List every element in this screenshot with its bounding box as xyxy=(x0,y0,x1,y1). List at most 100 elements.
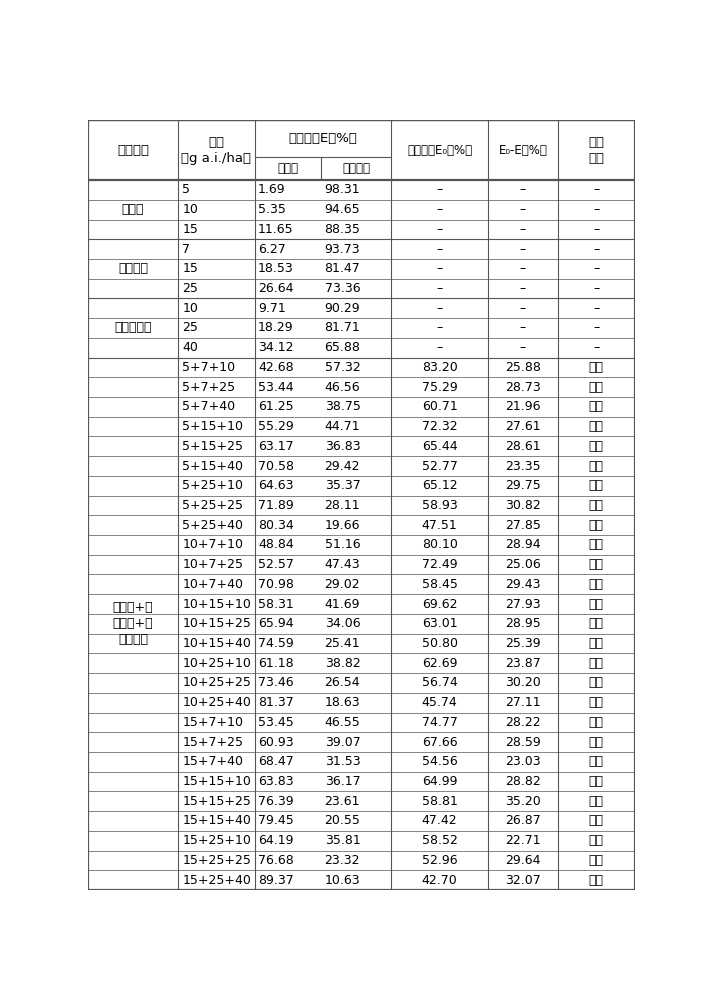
Text: 增效: 增效 xyxy=(589,637,603,650)
Text: 34.12: 34.12 xyxy=(258,341,293,354)
Text: 10+7+10: 10+7+10 xyxy=(183,538,243,551)
Text: 70.98: 70.98 xyxy=(258,578,294,591)
Text: 增效: 增效 xyxy=(589,874,603,887)
Text: –: – xyxy=(436,282,443,295)
Text: 52.96: 52.96 xyxy=(422,854,458,867)
Text: 58.52: 58.52 xyxy=(422,834,458,847)
Text: 5: 5 xyxy=(183,183,190,196)
Text: 增效: 增效 xyxy=(589,736,603,749)
Text: 5.35: 5.35 xyxy=(258,203,286,216)
Text: 39.07: 39.07 xyxy=(324,736,360,749)
Text: 60.71: 60.71 xyxy=(422,400,458,413)
Text: 75.29: 75.29 xyxy=(422,381,458,394)
Text: 嘧草醚: 嘧草醚 xyxy=(122,203,145,216)
Text: 29.02: 29.02 xyxy=(324,578,360,591)
Text: 28.73: 28.73 xyxy=(505,381,541,394)
Text: 41.69: 41.69 xyxy=(324,598,360,611)
Text: 理论防效E₀（%）: 理论防效E₀（%） xyxy=(407,144,472,157)
Text: 34.06: 34.06 xyxy=(324,617,360,630)
Text: –: – xyxy=(593,203,599,216)
Text: 增效: 增效 xyxy=(589,676,603,689)
Text: 1.69: 1.69 xyxy=(258,183,286,196)
Text: 5+15+40: 5+15+40 xyxy=(183,460,243,473)
Text: 72.49: 72.49 xyxy=(422,558,458,571)
Text: 增效: 增效 xyxy=(589,617,603,630)
Text: 6.27: 6.27 xyxy=(258,243,286,256)
Text: 36.83: 36.83 xyxy=(324,440,360,453)
Text: –: – xyxy=(520,302,526,315)
Text: 增效: 增效 xyxy=(589,657,603,670)
Text: 26.54: 26.54 xyxy=(324,676,360,689)
Text: 28.22: 28.22 xyxy=(505,716,541,729)
Text: 10+25+10: 10+25+10 xyxy=(183,657,251,670)
Text: 26.64: 26.64 xyxy=(258,282,293,295)
Text: 27.85: 27.85 xyxy=(505,519,541,532)
Text: 药剂名称: 药剂名称 xyxy=(117,144,149,157)
Text: 61.18: 61.18 xyxy=(258,657,293,670)
Text: –: – xyxy=(520,262,526,275)
Text: 27.93: 27.93 xyxy=(505,598,541,611)
Text: 10+25+25: 10+25+25 xyxy=(183,676,251,689)
Text: 83.20: 83.20 xyxy=(422,361,458,374)
Text: 增效: 增效 xyxy=(589,479,603,492)
Text: 22.71: 22.71 xyxy=(505,834,541,847)
Text: 15+15+25: 15+15+25 xyxy=(183,795,251,808)
Text: 53.44: 53.44 xyxy=(258,381,293,394)
Text: 42.68: 42.68 xyxy=(258,361,293,374)
Text: 剂量
（g a.i./ha）: 剂量 （g a.i./ha） xyxy=(181,136,252,165)
Text: 增效: 增效 xyxy=(589,775,603,788)
Text: –: – xyxy=(520,223,526,236)
Text: 25: 25 xyxy=(183,321,198,334)
Text: 增效: 增效 xyxy=(589,381,603,394)
Text: 28.59: 28.59 xyxy=(505,736,541,749)
Text: 58.93: 58.93 xyxy=(422,499,458,512)
Text: 15: 15 xyxy=(183,262,198,275)
Text: 46.56: 46.56 xyxy=(324,381,360,394)
Text: –: – xyxy=(593,262,599,275)
Text: 18.53: 18.53 xyxy=(258,262,294,275)
Text: –: – xyxy=(593,321,599,334)
Text: 10+15+40: 10+15+40 xyxy=(183,637,251,650)
Text: 35.37: 35.37 xyxy=(324,479,360,492)
Text: 23.03: 23.03 xyxy=(505,755,541,768)
Text: 80.10: 80.10 xyxy=(422,538,458,551)
Text: –: – xyxy=(520,243,526,256)
Text: 28.82: 28.82 xyxy=(505,775,541,788)
Text: 28.11: 28.11 xyxy=(324,499,360,512)
Text: 47.43: 47.43 xyxy=(324,558,360,571)
Text: 52.57: 52.57 xyxy=(258,558,294,571)
Text: 5+7+25: 5+7+25 xyxy=(183,381,235,394)
Text: 15+15+40: 15+15+40 xyxy=(183,814,251,827)
Text: 30.20: 30.20 xyxy=(505,676,541,689)
Text: 10: 10 xyxy=(183,302,198,315)
Text: 65.94: 65.94 xyxy=(258,617,293,630)
Text: 增效: 增效 xyxy=(589,834,603,847)
Text: 48.84: 48.84 xyxy=(258,538,294,551)
Text: 31.53: 31.53 xyxy=(324,755,360,768)
Text: 15+25+40: 15+25+40 xyxy=(183,874,251,887)
Text: 5+7+40: 5+7+40 xyxy=(183,400,235,413)
Text: 27.11: 27.11 xyxy=(505,696,541,709)
Text: 29.64: 29.64 xyxy=(505,854,541,867)
Text: –: – xyxy=(520,341,526,354)
Text: 54.56: 54.56 xyxy=(422,755,458,768)
Text: 65.44: 65.44 xyxy=(422,440,458,453)
Text: 88.35: 88.35 xyxy=(324,223,360,236)
Text: 增效: 增效 xyxy=(589,460,603,473)
Text: 5+7+10: 5+7+10 xyxy=(183,361,235,374)
Text: 25: 25 xyxy=(183,282,198,295)
Text: 40: 40 xyxy=(183,341,198,354)
Text: 15+7+25: 15+7+25 xyxy=(183,736,243,749)
Text: 72.32: 72.32 xyxy=(422,420,458,433)
Text: 61.25: 61.25 xyxy=(258,400,293,413)
Text: 94.65: 94.65 xyxy=(324,203,360,216)
Text: 18.29: 18.29 xyxy=(258,321,293,334)
Text: 23.61: 23.61 xyxy=(324,795,360,808)
Text: 抑制率: 抑制率 xyxy=(278,162,298,175)
Text: –: – xyxy=(520,321,526,334)
Text: 29.75: 29.75 xyxy=(505,479,541,492)
Text: –: – xyxy=(436,203,443,216)
Text: 80.34: 80.34 xyxy=(258,519,294,532)
Text: 嗪吡嘧磺隆: 嗪吡嘧磺隆 xyxy=(114,321,152,334)
Text: 嘧草醚+噁
嗪草酮+嗪
吡嘧磺隆: 嘧草醚+噁 嗪草酮+嗪 吡嘧磺隆 xyxy=(113,601,154,646)
